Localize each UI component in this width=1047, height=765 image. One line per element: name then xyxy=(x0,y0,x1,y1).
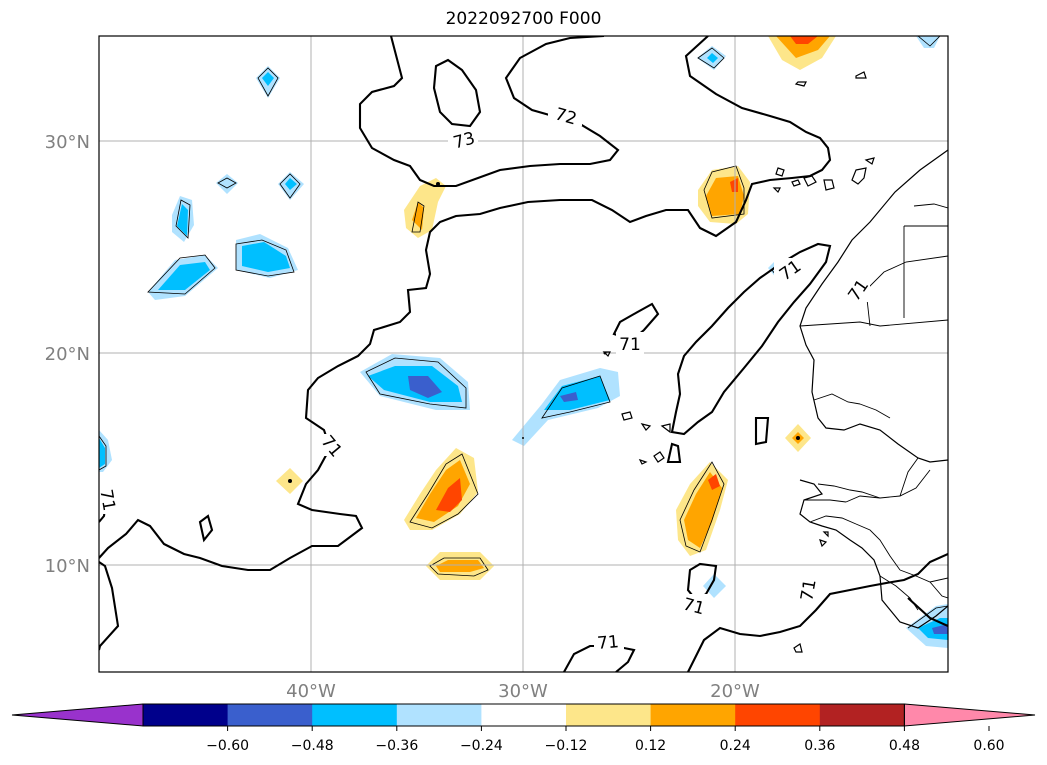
longitude-labels: 40°W 30°W 20°W xyxy=(286,681,760,702)
positive-anomaly-patch xyxy=(708,474,720,490)
contour-label: 71 xyxy=(95,488,118,513)
positive-anomaly-patch xyxy=(416,460,470,522)
negative-anomaly-patch xyxy=(932,624,948,634)
negative-anomaly-patch xyxy=(408,376,442,398)
contour-label: 71 xyxy=(797,578,820,603)
negative-anomaly-patch xyxy=(285,178,297,190)
negative-anomaly-patch xyxy=(544,376,610,410)
colorbar-tick-label: −0.24 xyxy=(460,738,503,754)
colorbar-segment xyxy=(650,704,736,726)
lon-label-20w: 20°W xyxy=(710,681,760,702)
shaded-anomaly-field xyxy=(99,36,948,648)
colorbar-segment xyxy=(396,704,482,726)
colorbar-tick-label: 0.60 xyxy=(973,738,1004,754)
negative-anomaly-patch xyxy=(242,242,290,272)
colorbar-tick-label: −0.48 xyxy=(291,738,334,754)
contour-label: 71 xyxy=(596,632,619,654)
graticule xyxy=(99,36,948,672)
negative-anomaly-patch xyxy=(707,53,718,63)
map-title: 2022092700 F000 xyxy=(445,9,602,29)
colorbar-extend-min xyxy=(11,703,144,727)
center-markers xyxy=(288,182,800,483)
coastlines xyxy=(602,71,948,653)
positive-anomaly-patch xyxy=(776,36,830,58)
colorbar-tick-label: −0.60 xyxy=(206,738,249,754)
colorbar-segment xyxy=(735,704,821,726)
contour-label: 71 xyxy=(619,335,641,355)
negative-anomaly-patch xyxy=(177,204,188,236)
lat-label-20n: 20°N xyxy=(45,344,90,365)
colorbar-segment xyxy=(819,704,905,726)
positive-anomaly-patch xyxy=(684,472,722,548)
colorbar-extend-max xyxy=(903,703,1036,727)
positive-anomaly-patch xyxy=(404,178,446,238)
colorbar-segment xyxy=(481,704,567,726)
lon-label-30w: 30°W xyxy=(498,681,548,702)
lat-label-10n: 10°N xyxy=(45,556,90,577)
latitude-labels: 30°N 20°N 10°N xyxy=(45,132,90,577)
colorbar-outline xyxy=(142,703,905,727)
positive-anomaly-patch xyxy=(790,36,818,44)
colorbar: −0.60 −0.48 −0.36 −0.24 −0.12 0.12 0.24 0.36 0.4… xyxy=(11,703,1036,754)
negative-anomaly-patch xyxy=(216,174,238,194)
positive-anomaly-patch xyxy=(436,478,462,512)
colorbar-segment xyxy=(566,704,652,726)
anomaly-outlines xyxy=(99,36,948,629)
colorbar-segment xyxy=(312,704,398,726)
contour-labels: 73 72 71 71 71 71 71 71 71 71 xyxy=(95,104,873,654)
colorbar-tick-label: −0.12 xyxy=(545,738,588,754)
colorbar-segment xyxy=(143,704,229,726)
negative-anomaly-patch xyxy=(560,392,578,402)
lon-label-40w: 40°W xyxy=(286,681,336,702)
negative-anomaly-patch xyxy=(99,438,105,468)
plot-frame xyxy=(98,35,949,673)
negative-anomaly-patch xyxy=(262,72,274,86)
colorbar-tick-label: −0.36 xyxy=(375,738,418,754)
positive-anomaly-patch xyxy=(436,560,484,572)
negative-anomaly-patch xyxy=(158,262,210,290)
colorbar-tick-label: 0.12 xyxy=(635,738,666,754)
colorbar-segment xyxy=(227,704,313,726)
colorbar-tick-label: 0.24 xyxy=(720,738,751,754)
negative-anomaly-patch xyxy=(703,574,726,598)
colorbar-tick-label: 0.48 xyxy=(889,738,920,754)
colorbar-tick-label: 0.36 xyxy=(804,738,835,754)
lat-label-30n: 30°N xyxy=(45,132,90,153)
positive-anomaly-patch xyxy=(730,178,738,192)
